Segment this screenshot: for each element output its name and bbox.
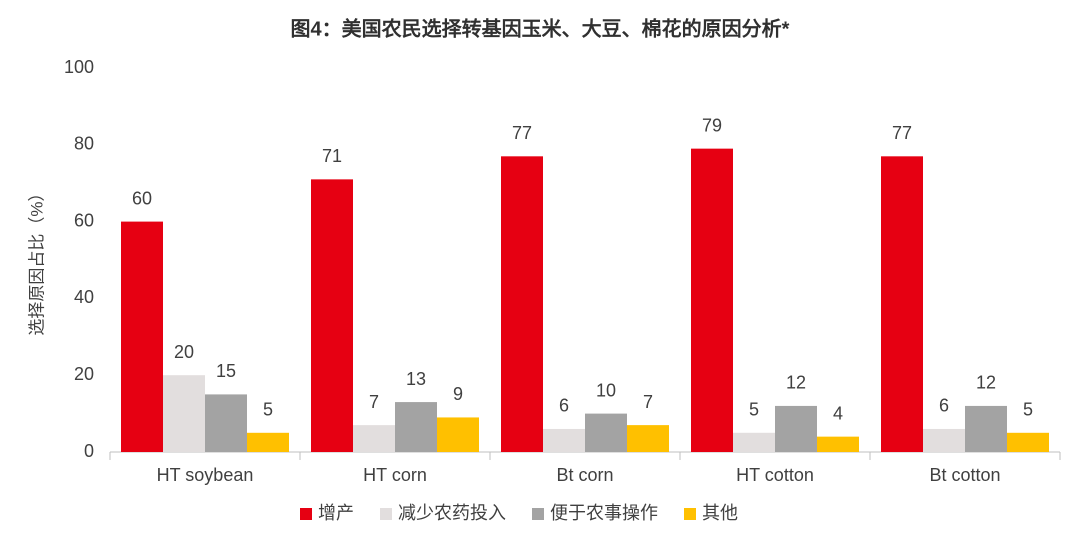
bar: [121, 221, 163, 452]
value-label: 5: [749, 400, 759, 420]
value-label: 12: [976, 373, 996, 393]
legend-label: 增产: [318, 503, 354, 523]
value-label: 4: [833, 403, 843, 423]
value-label: 13: [406, 369, 426, 389]
bar: [395, 402, 437, 452]
value-label: 9: [453, 384, 463, 404]
x-tick-label: HT corn: [363, 465, 427, 485]
bar: [627, 425, 669, 452]
bar: [1007, 432, 1049, 452]
y-tick-label: 40: [74, 287, 94, 307]
bar: [247, 432, 289, 452]
bar: [311, 179, 353, 453]
value-label: 7: [369, 392, 379, 412]
bar: [437, 417, 479, 452]
y-axis-label: 选择原因占比（%）: [27, 184, 46, 335]
x-tick-label: HT cotton: [736, 465, 814, 485]
value-label: 71: [322, 146, 342, 166]
bar: [817, 436, 859, 452]
value-label: 15: [216, 361, 236, 381]
bar: [585, 413, 627, 452]
value-label: 77: [512, 123, 532, 143]
legend-swatch: [300, 508, 312, 520]
legend-label: 便于农事操作: [550, 503, 658, 523]
bar: [775, 405, 817, 452]
y-tick-label: 0: [84, 441, 94, 461]
value-label: 77: [892, 123, 912, 143]
value-label: 12: [786, 373, 806, 393]
bar: [881, 156, 923, 452]
x-tick-label: HT soybean: [157, 465, 254, 485]
value-label: 60: [132, 188, 152, 208]
bar: [353, 425, 395, 452]
bar: [691, 148, 733, 452]
value-label: 5: [1023, 400, 1033, 420]
value-label: 79: [702, 115, 722, 135]
legend-label: 其他: [702, 503, 738, 523]
x-tick-label: Bt corn: [556, 465, 613, 485]
bar: [923, 428, 965, 452]
y-tick-label: 100: [64, 57, 94, 77]
bar: [543, 428, 585, 452]
value-label: 6: [559, 396, 569, 416]
bar: [205, 394, 247, 452]
value-label: 7: [643, 392, 653, 412]
legend-label: 减少农药投入: [398, 503, 506, 523]
value-label: 5: [263, 400, 273, 420]
legend-swatch: [380, 508, 392, 520]
y-tick-label: 60: [74, 210, 94, 230]
legend-swatch: [532, 508, 544, 520]
value-label: 10: [596, 380, 616, 400]
chart-title: 图4：美国农民选择转基因玉米、大豆、棉花的原因分析*: [291, 16, 790, 40]
value-label: 6: [939, 396, 949, 416]
bar: [163, 375, 205, 452]
y-tick-label: 80: [74, 134, 94, 154]
y-tick-label: 20: [74, 364, 94, 384]
bar: [965, 405, 1007, 452]
bar: [501, 156, 543, 452]
x-tick-label: Bt cotton: [929, 465, 1000, 485]
value-label: 20: [174, 342, 194, 362]
bar: [733, 432, 775, 452]
legend-swatch: [684, 508, 696, 520]
